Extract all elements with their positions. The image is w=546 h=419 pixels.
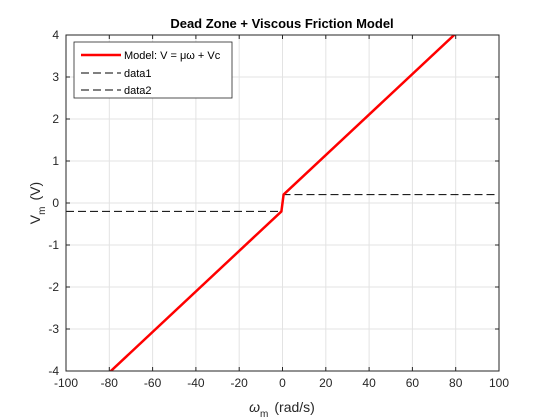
x-tick-label: 100: [489, 376, 509, 390]
y-tick-label: -4: [48, 364, 59, 378]
ticks: [65, 34, 500, 372]
y-axis-unit: (V): [27, 182, 43, 201]
x-tick-label: 40: [362, 376, 376, 390]
y-axis-symbol: V: [27, 214, 43, 224]
x-axis-symbol: ω: [249, 399, 260, 415]
series-line-model: [109, 35, 456, 371]
y-axis-subscript: m: [37, 206, 48, 214]
x-tick-label: -20: [231, 376, 249, 390]
y-tick-label: 4: [52, 28, 59, 42]
x-tick-label: -60: [144, 376, 162, 390]
x-tick-label: 80: [449, 376, 463, 390]
x-tick-label: -80: [101, 376, 119, 390]
y-axis-label: Vm (V): [27, 182, 48, 224]
y-tick-label: -1: [48, 238, 59, 252]
y-tick-label: -3: [48, 322, 59, 336]
legend-label-data2: data2: [124, 85, 152, 97]
y-tick-label: 2: [52, 112, 59, 126]
legend-label-data1: data1: [124, 68, 152, 80]
y-tick-label: 0: [52, 196, 59, 210]
x-tick-label: 0: [279, 376, 286, 390]
x-tick-label: -100: [54, 376, 78, 390]
legend: Model: V = μω + Vc data1 data2: [73, 41, 233, 99]
y-tick-label: 1: [52, 154, 59, 168]
legend-label-model: Model: V = μω + Vc: [124, 50, 221, 62]
x-tick-label: -40: [187, 376, 205, 390]
x-axis-subscript: m: [260, 409, 268, 419]
tick-labels: -100 -80 -60 -40 -20 0 20 40 60 80 100 -4 -3 -2 -1 0 1 2 3…: [48, 28, 509, 390]
legend-box: [73, 41, 233, 99]
x-tick-label: 60: [406, 376, 420, 390]
chart-title: Dead Zone + Viscous Friction Model: [170, 16, 393, 31]
y-tick-label: -2: [48, 280, 59, 294]
x-axis-unit: (rad/s): [274, 399, 314, 415]
y-tick-label: 3: [52, 70, 59, 84]
series-layer: [66, 35, 499, 371]
x-axis-label: ωm (rad/s): [249, 399, 315, 419]
x-tick-label: 20: [319, 376, 333, 390]
